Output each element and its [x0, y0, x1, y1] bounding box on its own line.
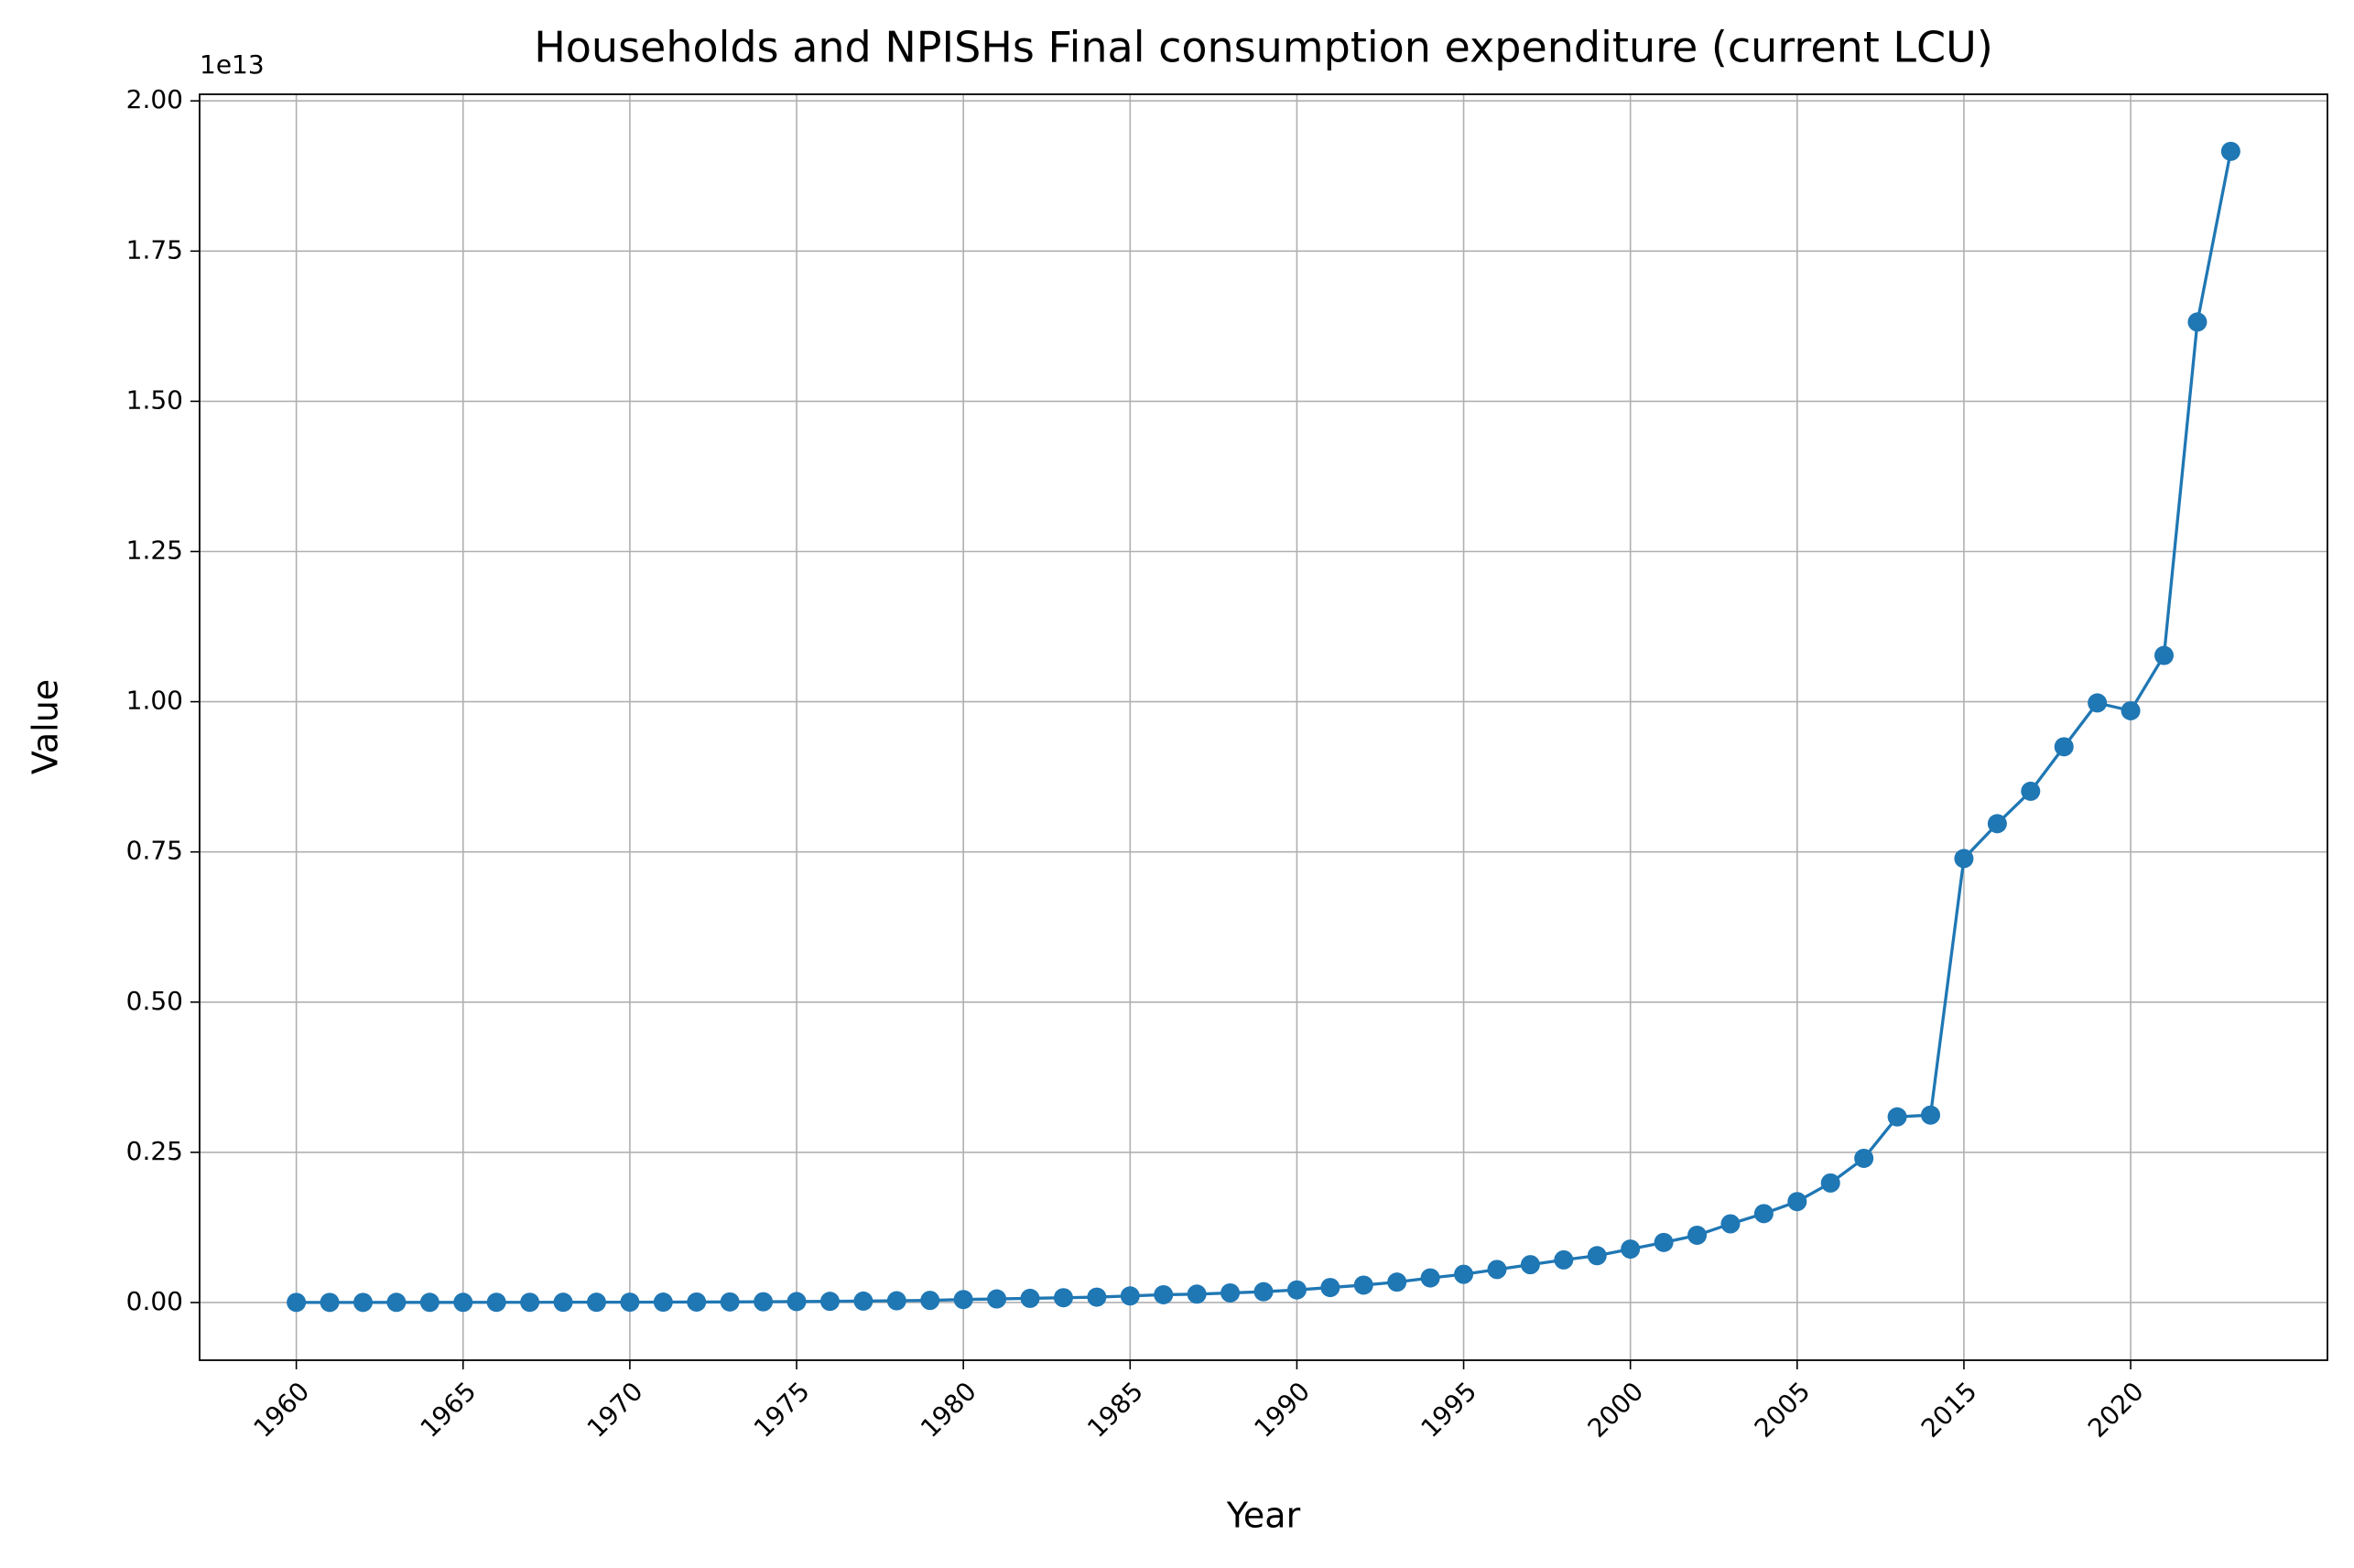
data-point [2154, 645, 2175, 665]
data-point [1954, 849, 1974, 869]
data-point [2121, 700, 2141, 720]
data-point [1220, 1282, 1241, 1303]
data-point [1154, 1284, 1174, 1304]
data-point [1554, 1249, 1574, 1270]
y-tick-label: 0.25 [126, 1136, 183, 1166]
y-tick-label: 0.75 [126, 836, 183, 866]
y-tick-label: 0.50 [126, 986, 183, 1016]
data-point [920, 1291, 940, 1311]
data-point [886, 1291, 906, 1311]
data-point [953, 1290, 973, 1310]
y-tick-label: 1.75 [126, 234, 183, 265]
x-axis-label: Year [1226, 1496, 1301, 1536]
data-point [2054, 737, 2074, 757]
data-point [754, 1292, 774, 1312]
data-point [1020, 1288, 1040, 1308]
y-offset-label: 1e13 [200, 49, 265, 80]
data-point [987, 1289, 1007, 1309]
data-point [1687, 1225, 1708, 1245]
data-point [1420, 1268, 1440, 1288]
data-point [1187, 1284, 1207, 1304]
data-point [419, 1292, 439, 1313]
data-point [1053, 1288, 1073, 1308]
chart-title: Households and NPISHs Final consumption … [534, 23, 1993, 72]
y-axis-label: Value [26, 679, 66, 774]
plot-frame [199, 93, 2328, 1361]
data-point [786, 1292, 807, 1312]
y-tick-label: 1.00 [126, 686, 183, 716]
data-point [1987, 814, 2007, 834]
data-point [486, 1292, 506, 1313]
data-point [1520, 1255, 1540, 1275]
data-point [1320, 1278, 1340, 1298]
y-tick-label: 1.50 [126, 384, 183, 415]
data-point [453, 1292, 473, 1313]
data-point [1921, 1105, 1941, 1125]
data-point [1487, 1260, 1507, 1280]
data-point [653, 1292, 673, 1313]
data-point [586, 1292, 606, 1313]
data-point [1087, 1287, 1107, 1307]
data-point [720, 1292, 740, 1312]
data-point [1454, 1264, 1474, 1284]
data-point [1720, 1214, 1741, 1234]
data-point [2220, 141, 2240, 161]
data-point [2187, 312, 2208, 332]
data-point [1887, 1107, 1907, 1127]
data-point [287, 1292, 307, 1313]
data-point [853, 1291, 873, 1311]
data-point [2021, 781, 2041, 801]
y-tick-label: 1.25 [126, 535, 183, 566]
data-point [687, 1292, 707, 1312]
data-point [353, 1292, 373, 1313]
data-point [819, 1292, 840, 1312]
data-point [1120, 1286, 1140, 1306]
data-point [1387, 1272, 1407, 1292]
data-point [1621, 1239, 1641, 1260]
data-point [620, 1292, 640, 1313]
data-point [2088, 693, 2108, 713]
data-point [520, 1292, 540, 1313]
data-point [553, 1292, 573, 1313]
data-point [320, 1292, 340, 1313]
data-point [1587, 1246, 1607, 1266]
data-point [1820, 1173, 1840, 1193]
data-point [1787, 1192, 1807, 1212]
data-point [1253, 1281, 1274, 1302]
data-point [1753, 1204, 1774, 1224]
y-tick-label: 0.00 [126, 1286, 183, 1316]
y-tick-label: 2.00 [126, 84, 183, 114]
data-point [386, 1292, 407, 1313]
data-point [1286, 1280, 1307, 1300]
data-point [1353, 1275, 1373, 1295]
data-point [1654, 1232, 1674, 1252]
data-point [1854, 1148, 1874, 1168]
